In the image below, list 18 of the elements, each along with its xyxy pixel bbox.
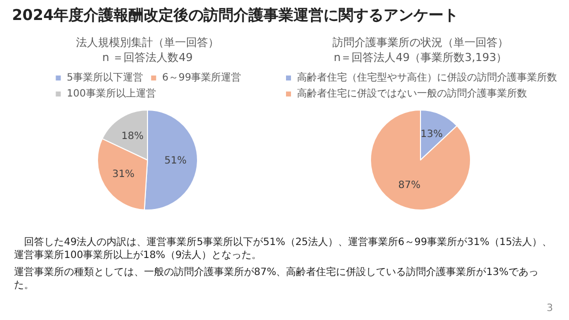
text: 運営事業所の種類としては、一般の訪問介護事業所が87%、高齢者住宅に併設している訪問介護事業所が13%であった。 bbox=[14, 266, 540, 292]
text: 2024年度介護報酬改定後の訪問介護事業運営に関するアンケート bbox=[12, 6, 459, 25]
chart-title: 訪問介護事業所の状況（単一回答） bbox=[332, 36, 508, 49]
legend-label: 5事業所以下運営 bbox=[66, 72, 144, 84]
legend-label: 100事業所以上運営 bbox=[66, 88, 156, 100]
text: 回答した49法人の内訳は、運営事業所5事業所以下が51%（25法人）、運営事業所6～99事業所が31%（15法人）、運営事業所100事業所以上が18%（9法人）となった。 bbox=[14, 236, 554, 262]
chart-subtitle: n＝回答法人49（事業所数3,193） bbox=[334, 51, 508, 64]
data-label: 18% bbox=[121, 130, 144, 142]
legend-label: 6～99事業所運営 bbox=[162, 72, 242, 84]
legend-label: 高齢者住宅に併設ではない一般の訪問介護事業所数 bbox=[297, 88, 527, 100]
legend-label: 高齢者住宅（住宅型やサ高住）に併設の訪問介護事業所数 bbox=[297, 72, 557, 84]
data-label: 87% bbox=[398, 180, 420, 192]
data-label: 13% bbox=[420, 128, 443, 140]
text: 3 bbox=[546, 303, 553, 314]
data-label: 31% bbox=[112, 168, 135, 180]
chart-title: 法人規模別集計（単一回答） bbox=[76, 36, 219, 49]
chart-subtitle: n ＝回答法人数49 bbox=[102, 51, 193, 64]
data-label: 51% bbox=[164, 155, 187, 166]
